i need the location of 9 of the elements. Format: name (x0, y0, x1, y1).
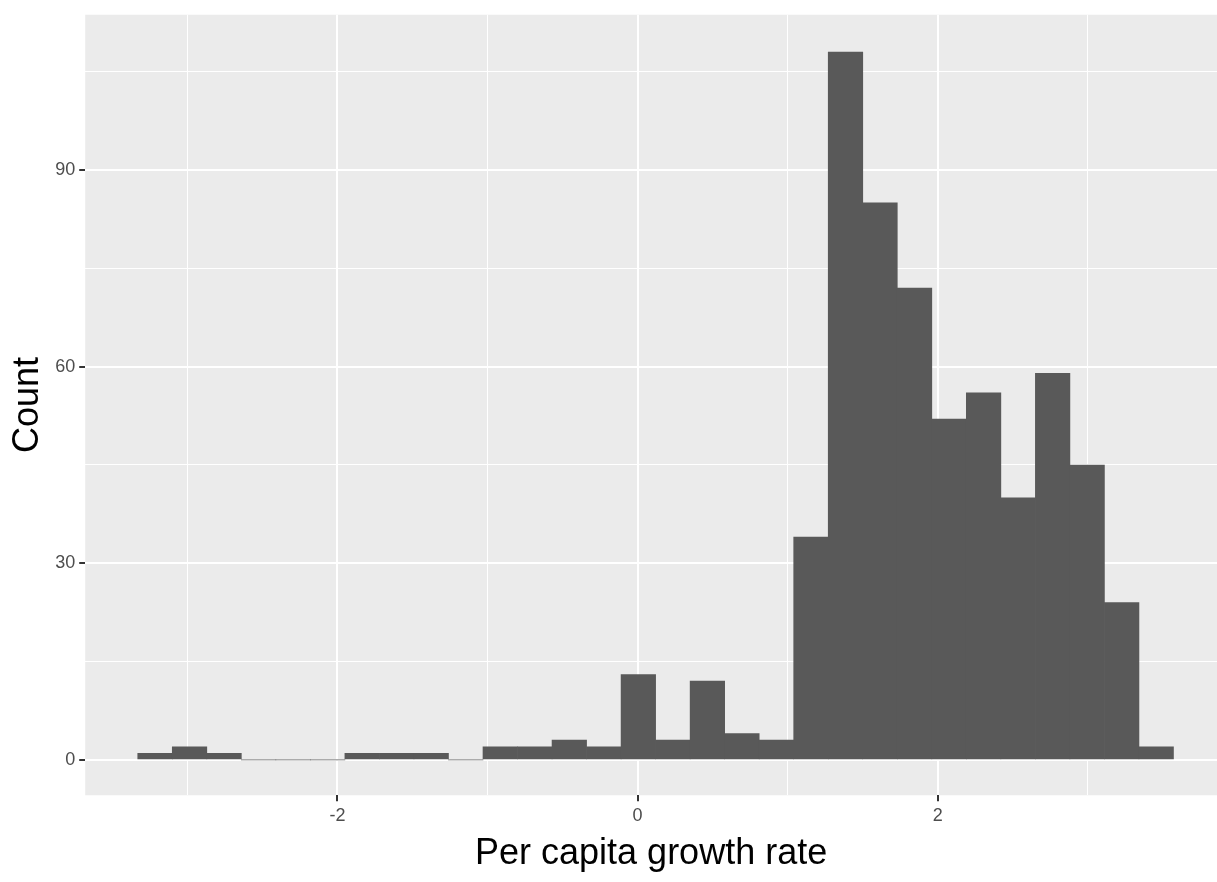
x-tick-label: -2 (329, 804, 346, 825)
x-axis-title: Per capita growth rate (475, 831, 828, 873)
x-tick-label: 2 (932, 804, 943, 825)
y-tick-label: 90 (55, 159, 76, 180)
y-axis-title: Count (4, 356, 46, 454)
x-tick-label: 0 (632, 804, 643, 825)
y-tick-label: 0 (65, 748, 76, 769)
y-tick-label: 60 (55, 355, 76, 376)
y-tick-label: 30 (55, 552, 76, 573)
